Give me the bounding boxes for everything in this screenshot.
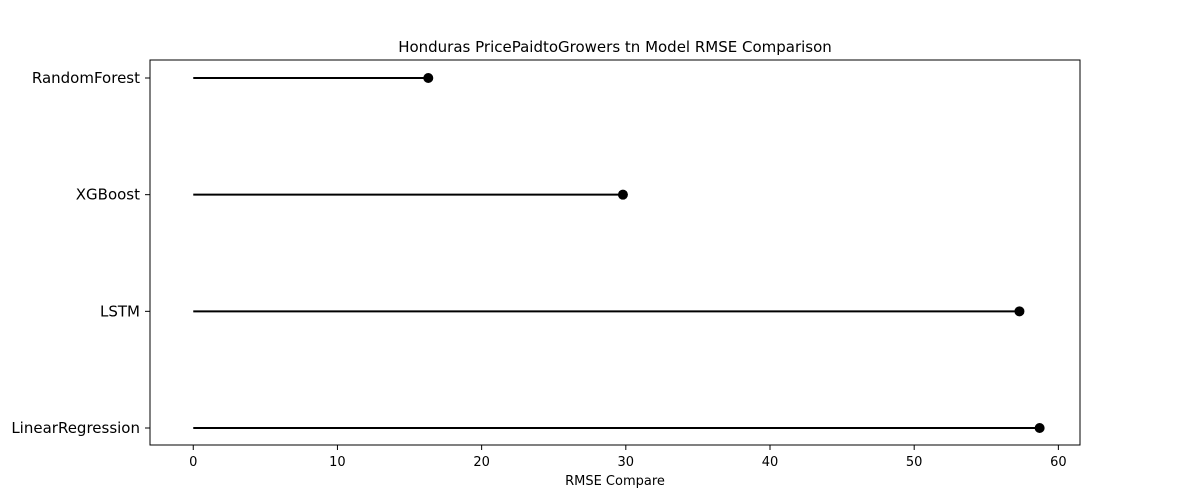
x-tick-label: 60 <box>1050 455 1067 470</box>
x-tick-label: 40 <box>762 455 779 470</box>
y-tick-label: LSTM <box>100 302 140 320</box>
y-tick-label: LinearRegression <box>11 419 140 437</box>
x-tick-label: 20 <box>473 455 490 470</box>
marker-linearregression <box>1034 423 1045 433</box>
marker-lstm <box>1014 306 1025 317</box>
x-axis: 0 10 20 30 40 50 60 <box>189 445 1067 470</box>
x-axis-label: RMSE Compare <box>565 474 665 489</box>
x-tick-label: 0 <box>189 455 197 470</box>
x-tick-label: 50 <box>906 455 923 470</box>
y-tick-label: RandomForest <box>32 69 140 87</box>
x-tick-label: 30 <box>618 455 635 470</box>
y-tick-label: XGBoost <box>76 186 140 204</box>
plot-frame <box>149 59 1081 446</box>
marker-randomforest <box>423 73 434 83</box>
chart-title: Honduras PricePaidtoGrowers tn Model RMS… <box>398 38 832 56</box>
marker-xgboost <box>617 189 628 200</box>
x-tick-label: 10 <box>329 455 346 470</box>
data-marks <box>193 73 1045 433</box>
y-axis: RandomForest XGBoost LSTM LinearRegression <box>11 69 150 437</box>
